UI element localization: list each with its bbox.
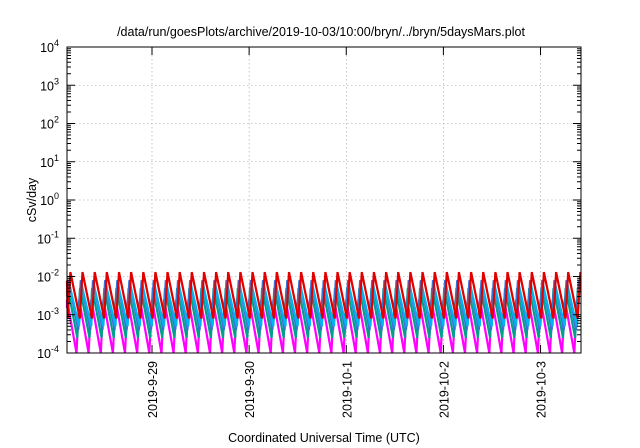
y-tick-label: 10-3 [37,306,59,323]
y-axis-label: cSv/day [25,177,39,222]
axis-ticks: 10-4 10-3 10-2 10-1 100 101 102 103 104 2019-9-29… [37,38,581,418]
y-tick-label: 100 [40,191,59,208]
y-tick-label: 104 [40,38,59,55]
y-tick-label: 102 [40,115,59,132]
y-tick-label: 10-1 [37,229,59,246]
x-tick-label: 2019-9-30 [243,361,257,418]
x-tick-label: 2019-9-29 [146,361,160,418]
series-group [65,271,582,354]
x-tick-label: 2019-10-3 [535,361,549,418]
x-tick-label: 2019-10-2 [437,361,451,418]
y-tick-label: 10-4 [37,344,59,361]
y-tick-label: 10-2 [37,268,59,285]
y-tick-label: 103 [40,76,59,93]
series-line [65,271,582,319]
x-axis-label: Coordinated Universal Time (UTC) [228,431,420,445]
x-tick-label: 2019-10-1 [340,361,354,418]
chart-title: /data/run/goesPlots/archive/2019-10-03/1… [117,25,525,39]
y-tick-label: 101 [40,153,59,170]
